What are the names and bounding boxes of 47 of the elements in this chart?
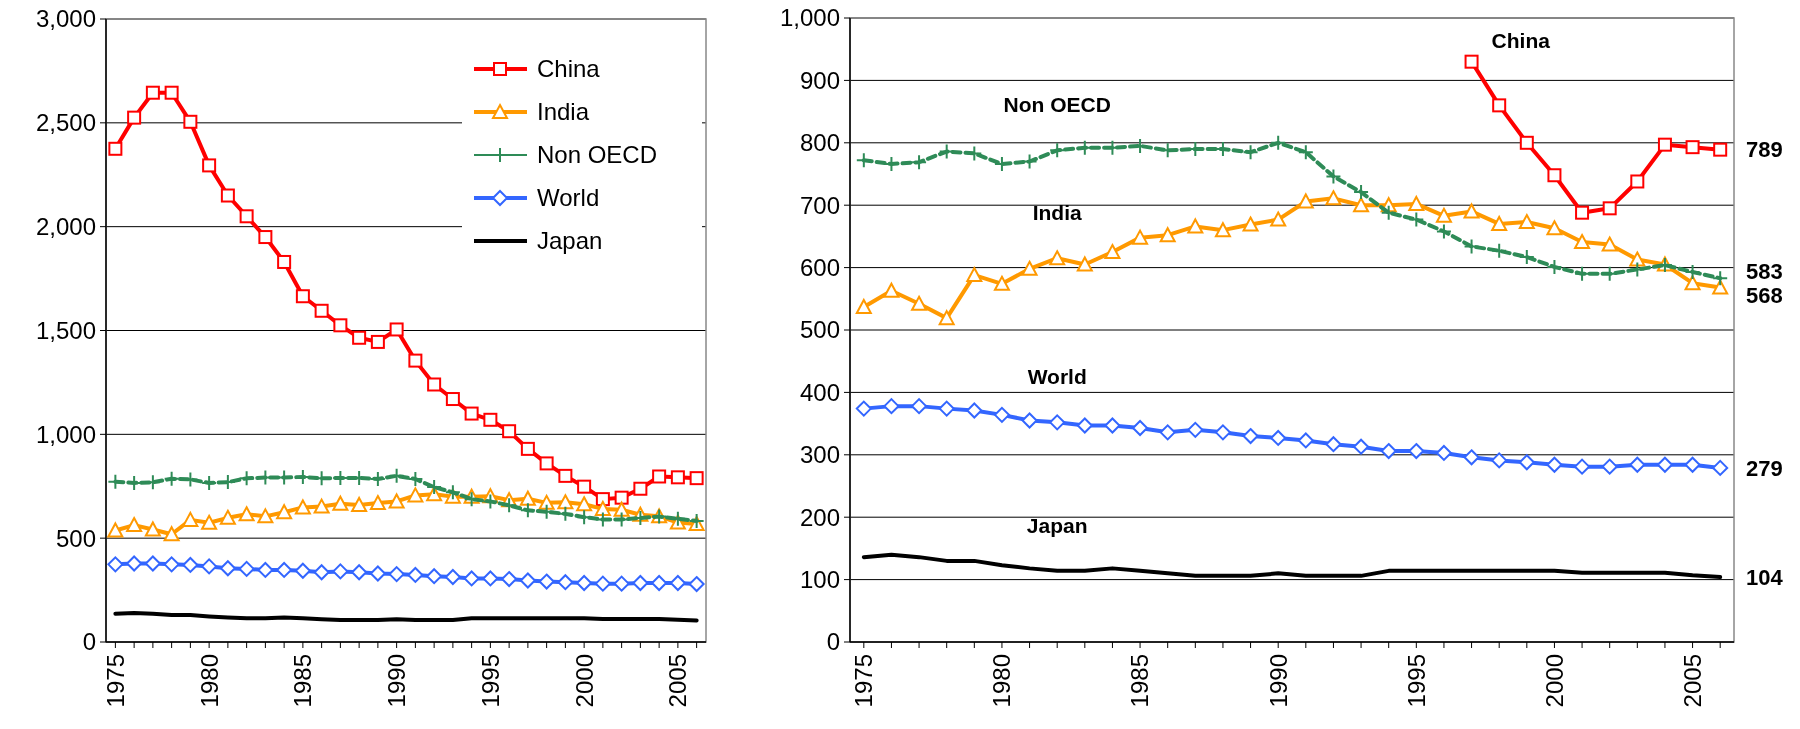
- y-tick-label: 1,000: [779, 4, 840, 32]
- x-tick-label: 1980: [195, 654, 223, 708]
- y-tick-label: 100: [799, 566, 840, 593]
- data-label: 279: [1746, 455, 1783, 481]
- y-tick-label: 300: [799, 441, 840, 469]
- x-tick-label: 2005: [1678, 654, 1706, 708]
- y-tick-label: 2,000: [35, 213, 96, 241]
- legend-label: India: [537, 98, 590, 126]
- legend-label: Japan: [537, 227, 603, 255]
- x-tick-label: 2000: [570, 654, 598, 708]
- x-tick-label: 1990: [1264, 654, 1292, 708]
- y-tick-label: 500: [799, 316, 840, 344]
- x-tick-label: 1980: [988, 654, 1016, 708]
- y-tick-label: 1,500: [35, 316, 96, 344]
- x-tick-label: 1975: [101, 654, 129, 708]
- series-label: Non OECD: [1003, 93, 1111, 117]
- y-tick-label: 0: [82, 628, 96, 656]
- y-tick-label: 800: [799, 129, 840, 157]
- legend-label: Non OECD: [537, 141, 658, 169]
- y-tick-label: 2,500: [35, 109, 96, 137]
- x-tick-label: 1995: [1402, 654, 1430, 708]
- data-label: 104: [1746, 564, 1784, 590]
- x-tick-label: 1995: [476, 654, 504, 708]
- y-tick-label: 1,000: [35, 420, 96, 448]
- x-tick-label: 1985: [1126, 654, 1154, 708]
- y-tick-label: 0: [826, 628, 840, 656]
- series-label: India: [1032, 201, 1082, 225]
- x-tick-label: 1985: [289, 654, 317, 708]
- data-label: 583: [1746, 258, 1783, 284]
- series-label: Japan: [1026, 513, 1088, 537]
- legend-label: World: [537, 184, 600, 212]
- legend-label: China: [537, 55, 601, 83]
- data-label: 789: [1746, 137, 1783, 163]
- y-tick-label: 200: [799, 503, 840, 531]
- x-tick-label: 1975: [850, 654, 878, 708]
- series-label: China: [1491, 29, 1551, 52]
- y-tick-label: 900: [799, 66, 840, 94]
- y-tick-label: 600: [799, 254, 840, 281]
- y-tick-label: 400: [799, 378, 840, 406]
- data-label: 568: [1746, 282, 1783, 308]
- x-tick-label: 2005: [664, 654, 692, 708]
- series-label: World: [1027, 365, 1087, 389]
- y-tick-label: 500: [55, 524, 96, 552]
- x-tick-label: 1990: [383, 654, 411, 708]
- y-tick-label: 3,000: [35, 5, 96, 33]
- x-tick-label: 2000: [1540, 654, 1568, 708]
- y-tick-label: 700: [799, 191, 840, 219]
